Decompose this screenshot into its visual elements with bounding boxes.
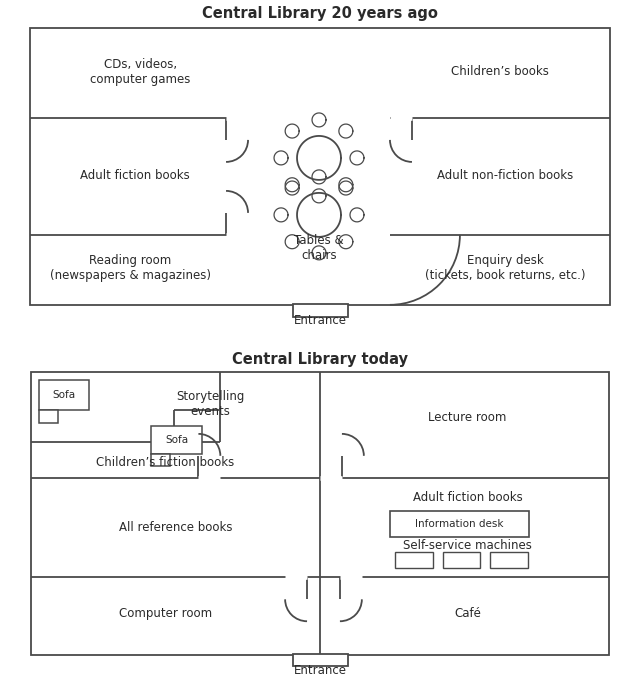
Text: Adult fiction books: Adult fiction books bbox=[80, 169, 190, 182]
Text: Entrance: Entrance bbox=[294, 663, 346, 676]
Text: Central Library today: Central Library today bbox=[232, 352, 408, 367]
Bar bbox=[31, 372, 609, 655]
Bar bbox=[293, 304, 348, 317]
Bar bbox=[293, 654, 348, 666]
Text: Café: Café bbox=[454, 607, 481, 620]
Bar bbox=[30, 28, 610, 305]
Text: Children’s books: Children’s books bbox=[451, 66, 549, 79]
Bar bbox=[150, 454, 170, 466]
Text: Adult non-fiction books: Adult non-fiction books bbox=[436, 169, 573, 182]
Text: CDs, videos,
computer games: CDs, videos, computer games bbox=[90, 58, 190, 86]
Text: Reading room
(newspapers & magazines): Reading room (newspapers & magazines) bbox=[50, 254, 211, 282]
Text: Computer room: Computer room bbox=[119, 607, 212, 620]
Text: Tables &
chairs: Tables & chairs bbox=[294, 234, 344, 262]
Text: Central Library 20 years ago: Central Library 20 years ago bbox=[202, 6, 438, 21]
Text: Children’s fiction books: Children’s fiction books bbox=[97, 456, 235, 469]
Bar bbox=[490, 553, 528, 569]
Bar bbox=[390, 511, 529, 536]
Text: Enquiry desk
(tickets, book returns, etc.): Enquiry desk (tickets, book returns, etc… bbox=[425, 254, 585, 282]
Text: Adult fiction books: Adult fiction books bbox=[413, 491, 522, 504]
Text: Self-service machines: Self-service machines bbox=[403, 539, 532, 552]
Bar bbox=[150, 426, 202, 454]
Bar bbox=[39, 380, 89, 410]
Text: Lecture room: Lecture room bbox=[428, 411, 507, 424]
Text: Sofa: Sofa bbox=[165, 435, 188, 445]
Text: Storytelling
events: Storytelling events bbox=[176, 390, 244, 418]
Text: Information desk: Information desk bbox=[415, 518, 504, 529]
Bar bbox=[39, 410, 58, 422]
Text: Entrance: Entrance bbox=[294, 314, 346, 328]
Text: Sofa: Sofa bbox=[52, 390, 76, 400]
Text: All reference books: All reference books bbox=[119, 521, 232, 534]
Bar bbox=[443, 553, 481, 569]
Bar bbox=[395, 553, 433, 569]
